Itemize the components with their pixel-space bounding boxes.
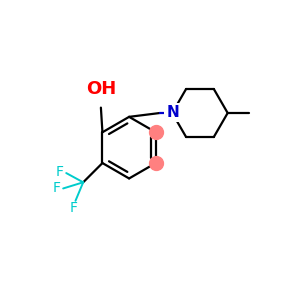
Text: F: F <box>56 164 64 178</box>
Text: F: F <box>70 202 78 215</box>
Text: N: N <box>167 105 179 120</box>
Text: F: F <box>53 182 61 196</box>
Text: OH: OH <box>86 80 117 98</box>
Text: N: N <box>167 105 179 120</box>
